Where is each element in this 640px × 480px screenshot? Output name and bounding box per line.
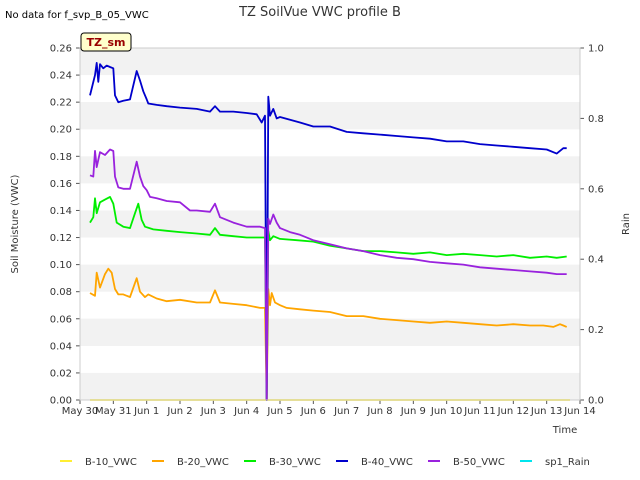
- series-line-B-40_VWC: [89, 62, 567, 401]
- y-tick-label: 0.00: [50, 396, 72, 407]
- x-tick-label: Jun 10: [430, 406, 463, 417]
- y-tick-label: 0.08: [50, 287, 72, 298]
- x-tick-label: Jun 3: [200, 406, 226, 417]
- x-tick-label: May 31: [95, 406, 132, 417]
- grid-bands: [80, 48, 580, 400]
- y-tick-label: 0.16: [50, 179, 72, 190]
- y2-tick-label: 0.0: [588, 396, 604, 407]
- grid-band: [80, 210, 580, 238]
- y-tick-label: 0.02: [50, 368, 72, 379]
- legend: B-10_VWC B-20_VWC B-30_VWC B-40_VWC B-50_VWC…: [60, 457, 590, 468]
- y-axis-label: Soil Moisture (VWC): [10, 174, 21, 273]
- tz-badge: TZ_sm: [80, 32, 132, 52]
- y-tick-label: 0.04: [50, 341, 72, 352]
- y-tick-label: 0.20: [50, 125, 72, 136]
- y-tick-label: 0.22: [50, 98, 72, 109]
- x-tick-label: May 30: [62, 406, 99, 417]
- x-tick-label: Jun 4: [233, 406, 259, 417]
- legend-label: B-10_VWC: [85, 457, 137, 468]
- y-tick-label: 0.24: [50, 71, 72, 82]
- x-tick-label: Jun 1: [133, 406, 159, 417]
- grid-band: [80, 48, 580, 76]
- y2-tick-label: 0.4: [588, 255, 604, 266]
- x-tick-label: Jun 2: [166, 406, 192, 417]
- y2-tick-label: 0.6: [588, 184, 604, 195]
- y-tick-label: 0.10: [50, 260, 72, 271]
- x-tick-label: Jun 14: [563, 406, 596, 417]
- grid-band: [80, 318, 580, 346]
- legend-label: B-20_VWC: [177, 457, 229, 468]
- x-axis-label: Time: [552, 425, 577, 436]
- chart-title: TZ SoilVue VWC profile B: [238, 5, 401, 20]
- grid-band: [80, 102, 580, 130]
- x-tick-label: Jun 7: [333, 406, 359, 417]
- y-axis-ticks: 0.00 0.02 0.04 0.06 0.08 0.10 0.12 0.14 0.16 0.18…: [50, 44, 80, 407]
- y2-axis-label: Rain: [621, 213, 632, 235]
- y-tick-label: 0.18: [50, 152, 72, 163]
- y2-axis-ticks: 0.0 0.2 0.4 0.6 0.8 1.0: [580, 44, 604, 407]
- y-tick-label: 0.12: [50, 233, 72, 244]
- legend-label: B-50_VWC: [453, 457, 505, 468]
- tz-badge-label: TZ_sm: [87, 36, 126, 49]
- y2-tick-label: 1.0: [588, 44, 604, 55]
- no-data-note: No data for f_svp_B_05_VWC: [5, 10, 149, 21]
- series-line-B-30_VWC: [89, 195, 567, 401]
- x-tick-label: Jun 12: [497, 406, 530, 417]
- x-tick-label: Jun 11: [463, 406, 496, 417]
- legend-label: B-30_VWC: [269, 457, 321, 468]
- y-tick-label: 0.14: [50, 206, 72, 217]
- legend-label: sp1_Rain: [545, 457, 590, 468]
- y2-tick-label: 0.8: [588, 114, 604, 125]
- y2-tick-label: 0.2: [588, 325, 604, 336]
- grid-band: [80, 156, 580, 184]
- x-tick-label: Jun 6: [300, 406, 326, 417]
- x-tick-label: Jun 8: [366, 406, 392, 417]
- plot-frame: [79, 47, 581, 401]
- y-tick-label: 0.26: [50, 44, 72, 55]
- x-tick-label: Jun 5: [266, 406, 292, 417]
- legend-label: B-40_VWC: [361, 457, 413, 468]
- series-line-B-50_VWC: [89, 148, 567, 401]
- y-tick-label: 0.06: [50, 314, 72, 325]
- grid-band: [80, 372, 580, 400]
- x-tick-label: Jun 13: [530, 406, 563, 417]
- x-tick-label: Jun 9: [400, 406, 426, 417]
